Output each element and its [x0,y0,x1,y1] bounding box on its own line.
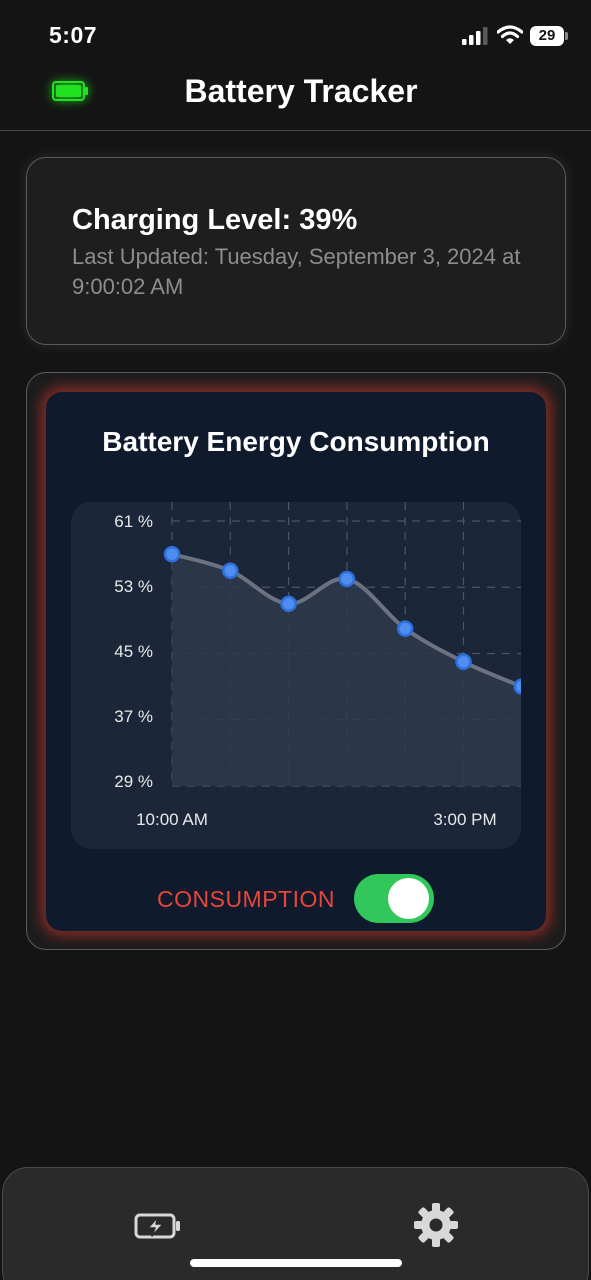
consumption-chart: 61 % 53 % 45 % 37 % 29 % 10:00 AM 3:00 P… [114,502,521,829]
y-tick-label: 37 % [114,707,153,726]
chart-point[interactable] [513,678,521,695]
chart-point[interactable] [455,653,472,671]
chart-point[interactable] [280,595,297,613]
charging-level-card: Charging Level: 39% Last Updated: Tuesda… [26,157,566,345]
battery-icon: 29 [530,26,568,46]
battery-charging-icon [52,81,88,101]
consumption-toggle-label: CONSUMPTION [157,886,335,912]
home-indicator[interactable] [190,1259,402,1267]
toggle-knob[interactable] [388,878,429,919]
chart-point[interactable] [222,562,239,579]
signal-icon [462,27,488,45]
chart-plot: 61 % 53 % 45 % 37 % 29 % 10:00 AM 3:00 P… [71,502,521,849]
charging-level-text: Charging Level: 39% [72,204,358,236]
app-title: Battery Tracker [184,73,418,109]
chart-title: Battery Energy Consumption [102,426,490,457]
consumption-card: Battery Energy Consumption 61 % 53 % 45 … [26,372,566,950]
chart-panel: Battery Energy Consumption 61 % 53 % 45 … [46,392,546,931]
y-tick-label: 53 % [114,577,153,596]
consumption-toggle-row: CONSUMPTION [46,874,546,924]
status-time: 5:07 [49,22,98,48]
last-updated-text: Last Updated: Tuesday, September 3, 2024… [72,244,521,299]
wifi-icon [497,25,523,44]
chart-point[interactable] [396,620,414,637]
y-tick-label: 29 % [114,772,153,791]
y-tick-label: 61 % [114,512,153,531]
battery-tab-icon[interactable] [133,1206,183,1246]
consumption-toggle[interactable] [354,874,434,923]
chart-area [172,554,521,786]
y-tick-label: 45 % [114,642,153,661]
x-tick-label: 10:00 AM [136,810,208,829]
app-header: Battery Tracker [0,64,591,131]
gear-icon[interactable] [413,1202,459,1248]
chart-point[interactable] [338,570,356,588]
battery-percentage: 29 [538,27,556,44]
status-bar: 5:07 29 [0,0,591,64]
chart-point[interactable] [163,545,181,563]
x-tick-label: 3:00 PM [433,810,496,829]
